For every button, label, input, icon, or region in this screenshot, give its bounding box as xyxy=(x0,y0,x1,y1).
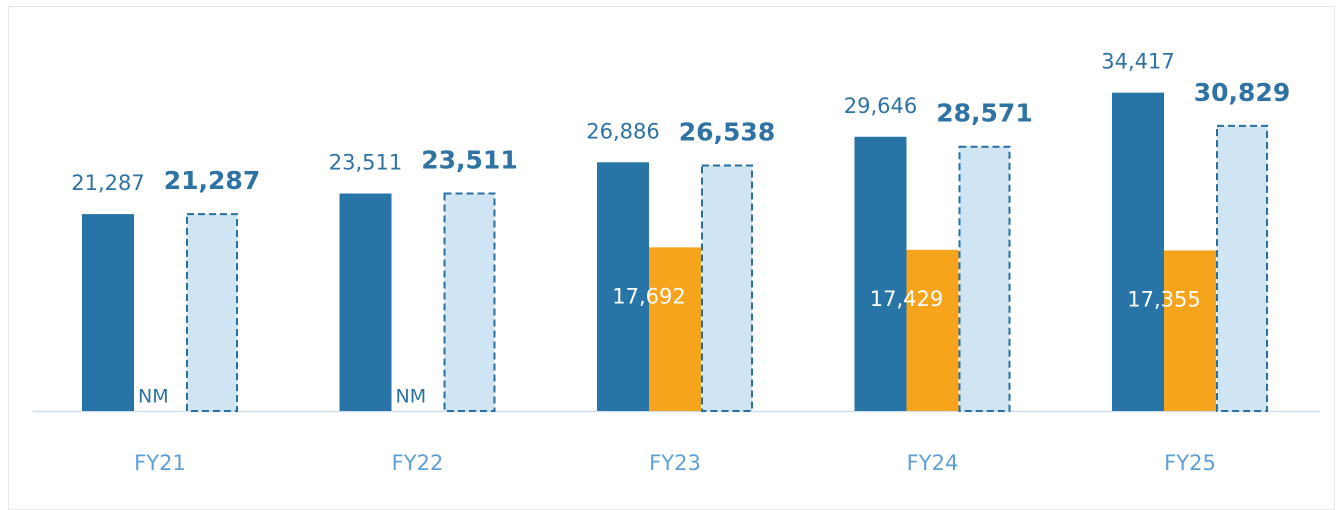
value-label: 26,886 xyxy=(586,119,659,143)
value-label: NM xyxy=(138,386,169,408)
x-tick-label: FY23 xyxy=(649,451,701,475)
value-label: 23,511 xyxy=(329,151,402,175)
bar xyxy=(1112,92,1164,411)
value-label: NM xyxy=(396,386,427,408)
value-label: 21,287 xyxy=(164,166,260,195)
value-label: 29,646 xyxy=(844,94,917,118)
value-label: 17,355 xyxy=(1127,287,1200,311)
value-label: 30,829 xyxy=(1194,78,1290,107)
bar xyxy=(186,213,238,412)
bar xyxy=(1216,124,1268,412)
bar xyxy=(906,249,959,411)
value-label: 17,429 xyxy=(870,287,943,311)
bar xyxy=(649,247,701,411)
x-tick-label: FY25 xyxy=(1164,451,1216,475)
bar xyxy=(597,162,649,411)
bar xyxy=(443,192,496,412)
bar xyxy=(701,164,753,412)
value-label: 34,417 xyxy=(1101,50,1174,74)
value-label: 17,692 xyxy=(612,284,685,308)
bar xyxy=(854,136,907,411)
value-label: 21,287 xyxy=(71,171,144,195)
value-label: 23,511 xyxy=(421,146,517,175)
value-label: 28,571 xyxy=(936,99,1032,128)
bar xyxy=(82,214,134,411)
value-label: 26,538 xyxy=(679,118,775,147)
x-tick-label: FY24 xyxy=(907,451,959,475)
bar xyxy=(339,193,392,411)
x-tick-label: FY21 xyxy=(134,451,186,475)
bar xyxy=(1164,250,1216,411)
x-tick-label: FY22 xyxy=(392,451,444,475)
bar xyxy=(958,145,1011,412)
